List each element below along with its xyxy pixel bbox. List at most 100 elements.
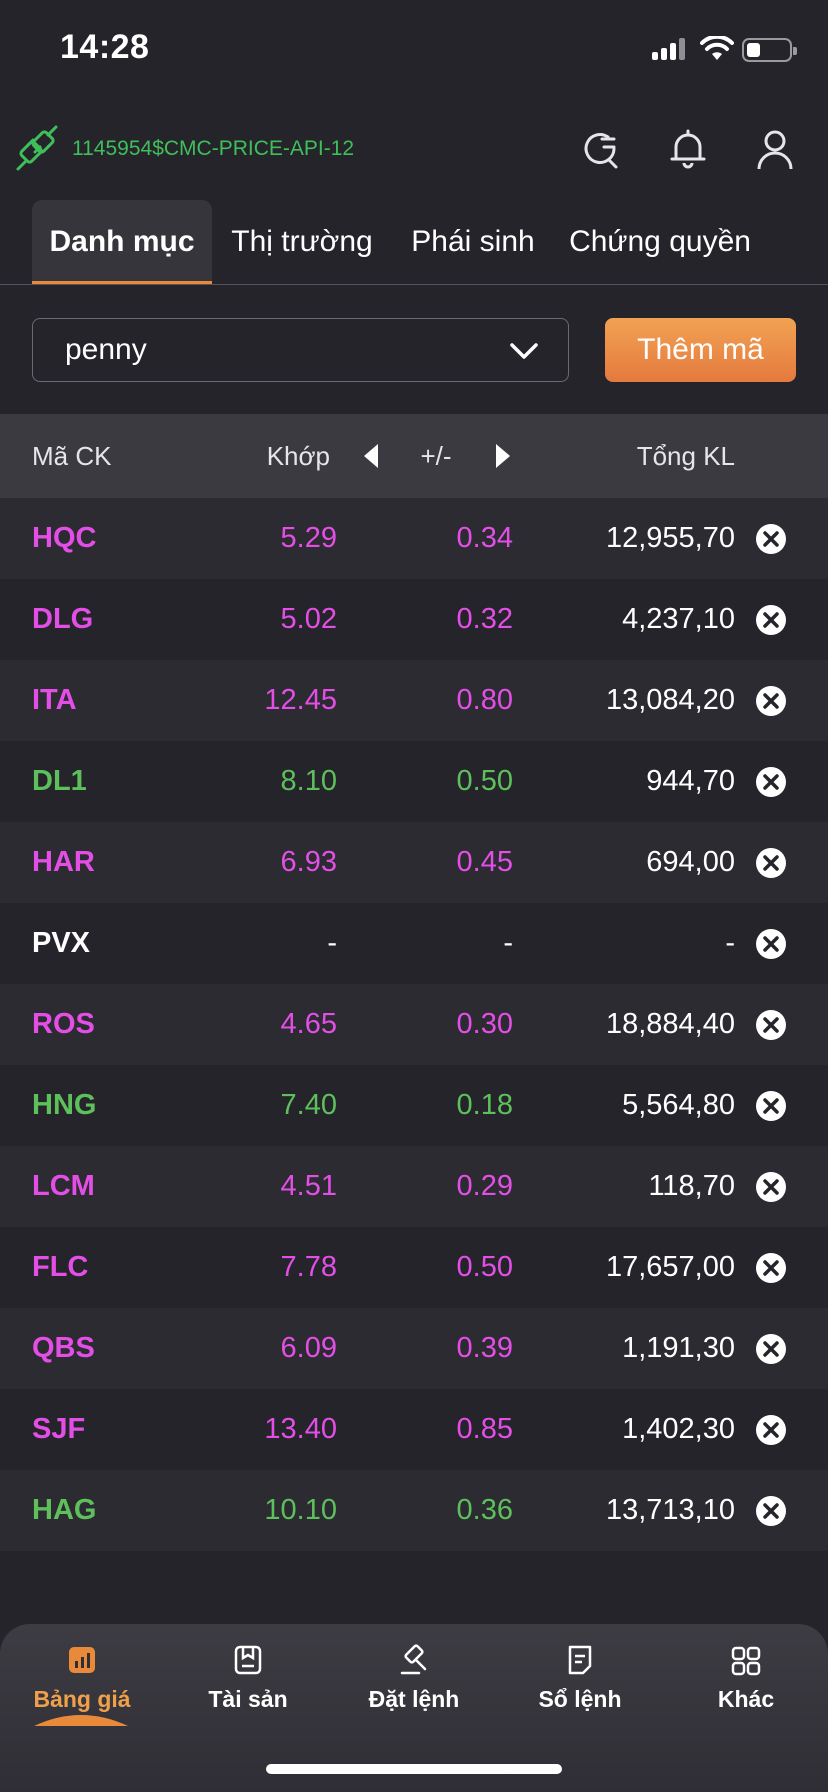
- remove-icon[interactable]: [756, 1496, 786, 1526]
- nav-tai-san[interactable]: Tài sản: [168, 1644, 328, 1713]
- change-cell: 0.32: [456, 603, 513, 635]
- match-price-cell: 7.78: [280, 1251, 337, 1283]
- total-volume-cell: 17,657,00: [605, 1251, 735, 1283]
- change-cell: 0.45: [456, 846, 513, 878]
- remove-icon[interactable]: [756, 1010, 786, 1040]
- nav-so-lenh[interactable]: Sổ lệnh: [500, 1644, 660, 1713]
- remove-icon[interactable]: [756, 686, 786, 716]
- table-row[interactable]: HAR 6.93 0.45 694,00: [0, 822, 828, 903]
- refresh-icon[interactable]: [578, 127, 622, 171]
- symbol-cell: HQC: [32, 522, 97, 554]
- tab-thi-truong[interactable]: Thị trường: [231, 225, 373, 258]
- match-price-cell: 4.51: [280, 1170, 337, 1202]
- table-row[interactable]: HQC 5.29 0.34 12,955,70: [0, 498, 828, 579]
- tab-chung-quyen[interactable]: Chứng quyền: [569, 225, 751, 258]
- remove-icon[interactable]: [756, 848, 786, 878]
- arrow-left-icon[interactable]: [362, 442, 380, 470]
- match-price-cell: 8.10: [280, 765, 337, 797]
- table-row[interactable]: HAG 10.10 0.36 13,713,10: [0, 1470, 828, 1551]
- symbol-cell: HNG: [32, 1089, 97, 1121]
- table-row[interactable]: QBS 6.09 0.39 1,191,30: [0, 1308, 828, 1389]
- remove-icon[interactable]: [756, 1253, 786, 1283]
- match-price-cell: 12.45: [264, 684, 337, 716]
- price-board-icon: [69, 1647, 95, 1673]
- total-volume-cell: 4,237,10: [622, 603, 735, 635]
- table-row[interactable]: ITA 12.45 0.80 13,084,20: [0, 660, 828, 741]
- change-cell: 0.39: [456, 1332, 513, 1364]
- tab-danh-muc[interactable]: Danh mục: [32, 200, 212, 284]
- table-row[interactable]: HNG 7.40 0.18 5,564,80: [0, 1065, 828, 1146]
- change-cell: 0.50: [456, 765, 513, 797]
- change-cell: 0.85: [456, 1413, 513, 1445]
- nav-label: Bảng giá: [33, 1686, 131, 1712]
- user-icon[interactable]: [753, 127, 797, 171]
- table-row[interactable]: DL1 8.10 0.50 944,70: [0, 741, 828, 822]
- change-cell: -: [503, 927, 513, 959]
- remove-icon[interactable]: [756, 605, 786, 635]
- home-indicator: [266, 1764, 562, 1774]
- remove-icon[interactable]: [756, 1334, 786, 1364]
- total-volume-cell: 1,402,30: [622, 1413, 735, 1445]
- match-price-cell: 6.09: [280, 1332, 337, 1364]
- column-header-match: Khớp: [266, 441, 330, 471]
- total-volume-cell: 118,70: [648, 1170, 735, 1202]
- match-price-cell: -: [327, 927, 337, 959]
- match-price-cell: 4.65: [280, 1008, 337, 1040]
- change-cell: 0.36: [456, 1494, 513, 1526]
- total-volume-cell: 18,884,40: [605, 1008, 735, 1040]
- symbol-cell: QBS: [32, 1332, 95, 1364]
- remove-icon[interactable]: [756, 1091, 786, 1121]
- arrow-right-icon[interactable]: [494, 442, 512, 470]
- account-id: 1145954$CMC-PRICE-API-12: [72, 137, 355, 160]
- match-price-cell: 6.93: [280, 846, 337, 878]
- table-row[interactable]: LCM 4.51 0.29 118,70: [0, 1146, 828, 1227]
- remove-icon[interactable]: [756, 1172, 786, 1202]
- plug-icon[interactable]: [16, 125, 58, 171]
- table-row[interactable]: FLC 7.78 0.50 17,657,00: [0, 1227, 828, 1308]
- table-row[interactable]: PVX - - -: [0, 903, 828, 984]
- symbol-cell: FLC: [32, 1251, 89, 1283]
- nav-label: Tài sản: [208, 1686, 288, 1712]
- table-header: Mã CK Khớp +/- Tổng KL: [0, 414, 828, 498]
- change-cell: 0.30: [456, 1008, 513, 1040]
- remove-icon[interactable]: [756, 929, 786, 959]
- symbol-cell: DL1: [32, 765, 87, 797]
- match-price-cell: 5.29: [280, 522, 337, 554]
- nav-label: Đặt lệnh: [368, 1686, 460, 1712]
- watchlist-select[interactable]: penny: [32, 318, 569, 382]
- symbol-cell: LCM: [32, 1170, 95, 1202]
- change-cell: 0.18: [456, 1089, 513, 1121]
- bottom-nav: Bảng giá Tài sản Đặt lệnh Sổ lệnh: [0, 1624, 828, 1792]
- table-row[interactable]: DLG 5.02 0.32 4,237,10: [0, 579, 828, 660]
- symbol-cell: SJF: [32, 1413, 86, 1445]
- remove-icon[interactable]: [756, 767, 786, 797]
- symbol-cell: PVX: [32, 927, 91, 959]
- bell-icon[interactable]: [666, 127, 710, 171]
- nav-dat-lenh[interactable]: Đặt lệnh: [334, 1644, 494, 1713]
- match-price-cell: 5.02: [280, 603, 337, 635]
- order-book-icon: [568, 1645, 592, 1675]
- table-row[interactable]: SJF 13.40 0.85 1,402,30: [0, 1389, 828, 1470]
- nav-khac[interactable]: Khác: [666, 1644, 826, 1713]
- status-bar: 14:28: [0, 0, 828, 100]
- add-symbol-button[interactable]: Thêm mã: [605, 318, 796, 382]
- symbol-cell: DLG: [32, 603, 94, 635]
- total-volume-cell: 12,955,70: [605, 522, 735, 554]
- remove-icon[interactable]: [756, 1415, 786, 1445]
- remove-icon[interactable]: [756, 524, 786, 554]
- total-volume-cell: 694,00: [646, 846, 735, 878]
- market-tabs: Danh mục Thị trường Phái sinh Chứng quyề…: [0, 200, 828, 285]
- signal-icon: [652, 38, 688, 60]
- total-volume-cell: 944,70: [646, 765, 735, 797]
- active-nav-indicator: [34, 1715, 128, 1726]
- battery-icon: [742, 38, 797, 62]
- column-header-change: +/-: [420, 441, 452, 471]
- total-volume-cell: 1,191,30: [622, 1332, 735, 1364]
- top-bar: 1145954$CMC-PRICE-API-12: [0, 115, 828, 185]
- column-header-total: Tổng KL: [636, 441, 735, 471]
- watchlist-value: penny: [65, 333, 147, 366]
- total-volume-cell: 13,084,20: [605, 684, 735, 716]
- tab-phai-sinh[interactable]: Phái sinh: [411, 225, 535, 258]
- nav-bang-gia[interactable]: Bảng giá: [2, 1644, 162, 1713]
- table-row[interactable]: ROS 4.65 0.30 18,884,40: [0, 984, 828, 1065]
